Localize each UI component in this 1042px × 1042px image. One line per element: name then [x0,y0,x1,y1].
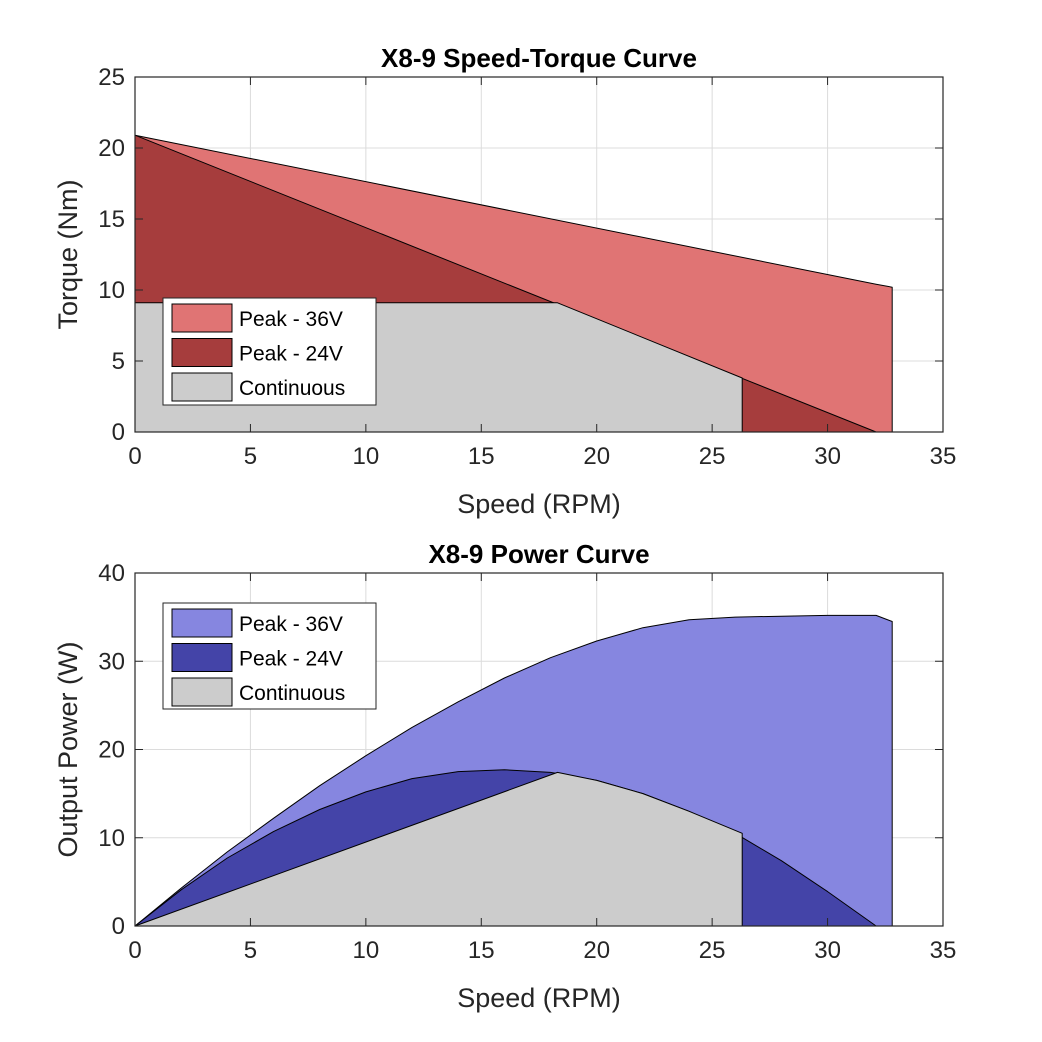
y-tick-label: 0 [112,419,125,446]
y-tick-label: 20 [98,135,125,162]
legend: Peak - 36V Peak - 24V Continuous [162,297,377,406]
y-axis-label: Output Power (W) [53,641,83,857]
y-tick-label: 30 [98,648,125,675]
y-tick-label: 10 [98,277,125,304]
legend-swatch-continuous [171,372,233,402]
y-tick-label: 5 [112,348,125,375]
legend-swatch-continuous [171,677,233,707]
chart-title: X8-9 Speed-Torque Curve [381,43,697,73]
x-tick-label: 25 [699,937,726,964]
x-tick-label: 0 [128,937,141,964]
area-continuous [134,771,743,927]
legend-swatch-peak-24v [171,643,233,672]
x-tick-label: 30 [814,937,841,964]
legend-swatch-peak-36v [171,303,233,333]
y-axis-label: Torque (Nm) [53,179,83,329]
x-tick-label: 5 [244,443,257,470]
legend-label-continuous: Continuous [239,682,345,705]
legend-label-peak-24v: Peak - 24V [239,343,343,366]
y-tick-label: 20 [98,737,125,764]
x-axis-label: Speed (RPM) [457,489,621,519]
x-tick-label: 35 [930,443,957,470]
power-chart: 0 5 10 15 20 25 30 35 0 10 20 30 40 X8-9 Power Curve S… [53,539,956,1013]
x-tick-label: 20 [583,443,610,470]
x-axis-label: Speed (RPM) [457,983,621,1013]
y-tick-label: 40 [98,560,125,587]
torque-chart: 0 5 10 15 20 25 30 35 0 5 10 15 20 25 X8-9 Speed-Torqu… [53,43,956,519]
legend-label-peak-24v: Peak - 24V [239,648,343,671]
x-tick-label: 10 [353,937,380,964]
y-tick-label: 15 [98,206,125,233]
legend-label-continuous: Continuous [239,377,345,400]
x-tick-label: 25 [699,443,726,470]
x-tick-label: 10 [353,443,380,470]
x-tick-label: 5 [244,937,257,964]
y-tick-label: 0 [112,913,125,940]
x-tick-label: 0 [128,443,141,470]
x-tick-label: 20 [583,937,610,964]
x-tick-label: 30 [814,443,841,470]
axes-frame [134,76,944,433]
chart-title: X8-9 Power Curve [428,539,649,569]
x-tick-label: 15 [468,937,495,964]
legend-swatch-peak-36v [171,608,233,638]
legend-label-peak-36v: Peak - 36V [239,613,343,636]
legend-label-peak-36v: Peak - 36V [239,308,343,331]
y-tick-label: 10 [98,825,125,852]
x-tick-label: 15 [468,443,495,470]
x-tick-label: 35 [930,937,957,964]
legend-swatch-peak-24v [171,338,233,367]
legend: Peak - 36V Peak - 24V Continuous [162,602,377,710]
y-tick-label: 25 [98,64,125,91]
